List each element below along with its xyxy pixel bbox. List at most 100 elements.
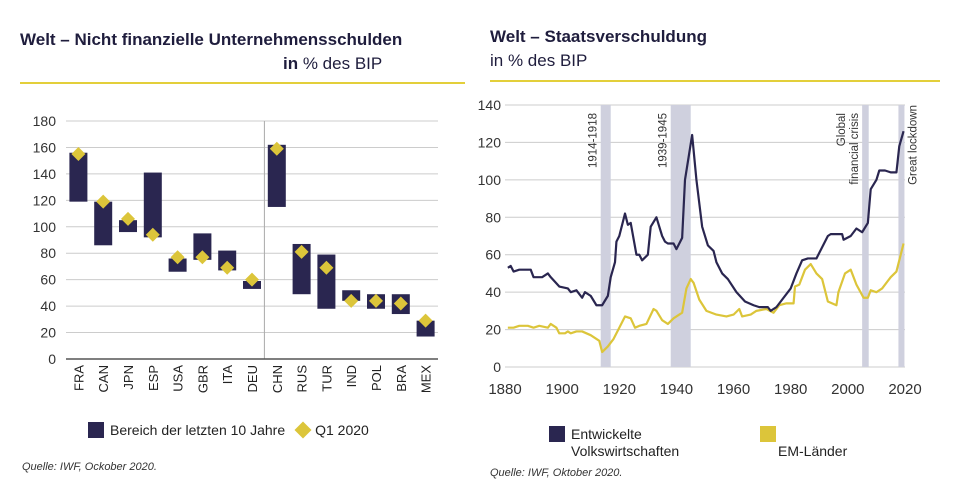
range-bar-JPN: [119, 220, 137, 233]
x-tick-label: 1880: [488, 381, 521, 398]
x-tick-label: FRA: [71, 365, 86, 391]
y-tick-label: 120: [33, 192, 57, 208]
shaded-band: [862, 105, 869, 367]
y-tick-label: 60: [40, 272, 56, 288]
x-tick-label: USA: [171, 365, 186, 392]
x-tick-label: 1940: [660, 381, 693, 398]
y-tick-label: 40: [485, 284, 501, 300]
legend-label-q1: Q1 2020: [315, 422, 369, 438]
q1-marker-TUR: [319, 260, 334, 275]
q1-marker-CHN: [269, 141, 284, 156]
right-subtitle-unit: % des BIP: [507, 51, 588, 70]
y-tick-label: 120: [478, 134, 502, 150]
x-tick-label: 1980: [774, 381, 807, 398]
x-tick-label: TUR: [319, 365, 334, 392]
q1-marker-DEU: [245, 272, 259, 287]
left-rule: [20, 82, 465, 84]
x-tick-label: 1960: [717, 381, 750, 398]
shaded-band: [898, 105, 905, 367]
y-tick-label: 40: [40, 298, 56, 314]
right-subtitle: in % des BIP: [490, 51, 587, 71]
range-bar-MEX: [416, 320, 435, 337]
y-tick-label: 100: [478, 172, 502, 188]
legend-label-em: EM-Länder: [778, 443, 848, 459]
q1-marker-JPN: [121, 211, 135, 226]
x-tick-label: JPN: [121, 365, 136, 390]
series-line-advanced: [507, 130, 905, 312]
y-tick-label: 100: [33, 219, 57, 235]
right-subtitle-pre: in: [490, 51, 504, 70]
shaded-band: [600, 105, 611, 367]
x-tick-label: IND: [344, 365, 359, 387]
band-label: 1914-1918: [588, 113, 600, 168]
legend-label-advanced: Entwickelte Volkswirtschaften: [571, 426, 680, 459]
right-chart: 0 20 40 60 80 100 120 140 1880 1900 1920 1940 1960 19…: [478, 97, 922, 398]
series-line-em: [507, 243, 905, 354]
q1-marker-ESP: [145, 227, 160, 242]
q1-marker-RUS: [294, 244, 309, 259]
x-tick-label: CHN: [270, 365, 285, 393]
right-legend-em: EM-Länder: [760, 426, 847, 459]
range-bar-RUS: [292, 243, 311, 295]
y-tick-label: 180: [33, 113, 57, 129]
q1-marker-FRA: [71, 147, 86, 162]
range-bar-GBR: [193, 233, 212, 260]
x-tick-label: 2000: [831, 381, 864, 398]
x-tick-label: ESP: [146, 365, 161, 391]
legend-label-range: Bereich der letzten 10 Jahre: [110, 422, 286, 438]
band-label: financial crisis: [849, 113, 861, 185]
range-bar-FRA: [69, 152, 88, 202]
left-subtitle-unit: % des BIP: [302, 54, 383, 73]
x-tick-label: 1900: [545, 381, 578, 398]
q1-marker-ITA: [220, 260, 235, 275]
range-bar-USA: [168, 258, 187, 272]
x-tick-label: 1920: [603, 381, 636, 398]
q1-marker-BRA: [393, 296, 408, 311]
x-tick-label: BRA: [394, 365, 409, 392]
q1-marker-IND: [344, 293, 359, 308]
y-tick-label: 20: [40, 325, 56, 341]
q1-marker-USA: [170, 250, 185, 265]
y-tick-label: 60: [485, 247, 501, 263]
q1-marker-CAN: [96, 194, 111, 209]
q1-marker-GBR: [195, 250, 210, 265]
range-bar-CAN: [94, 201, 113, 246]
right-title: Welt – Staatsverschuldung: [490, 27, 707, 46]
legend-swatch-em: [760, 426, 776, 442]
left-chart: 0 20 40 60 80 100 120 140 160 180 FRA CAN JPN ESP USA G…: [33, 113, 438, 393]
x-tick-label: RUS: [295, 365, 310, 393]
q1-marker-POL: [369, 293, 383, 308]
q1-marker-MEX: [418, 313, 433, 328]
x-tick-label: 2020: [888, 381, 921, 398]
range-bar-ESP: [143, 172, 162, 238]
left-title: Welt – Nicht finanzielle Unternehmenssch…: [20, 30, 403, 49]
y-tick-label: 80: [40, 245, 56, 261]
y-tick-label: 20: [485, 322, 501, 338]
right-rule: [490, 80, 940, 82]
left-subtitle: in % des BIP: [283, 54, 382, 74]
legend-swatch-range: [88, 422, 104, 438]
x-tick-label: POL: [369, 365, 384, 391]
band-label: Great lockdown: [907, 105, 919, 185]
x-tick-label: MEX: [419, 365, 434, 394]
y-tick-label: 140: [33, 166, 57, 182]
x-tick-label: DEU: [245, 365, 260, 392]
x-tick-label: ITA: [220, 365, 235, 385]
y-tick-label: 160: [33, 139, 57, 155]
left-subtitle-pre: in: [283, 54, 299, 73]
left-source: Quelle: IWF, Ockober 2020.: [22, 461, 157, 473]
shaded-band: [670, 105, 691, 367]
legend-swatch-q1: [294, 421, 312, 439]
y-tick-label: 0: [48, 351, 56, 367]
x-tick-label: CAN: [96, 365, 111, 392]
right-legend-advanced: Entwickelte Volkswirtschaften: [549, 426, 701, 460]
y-tick-label: 80: [485, 209, 501, 225]
right-source: Quelle: IWF, Oktober 2020.: [490, 467, 623, 479]
range-bar-CHN: [267, 144, 286, 207]
band-label: Global: [836, 113, 848, 146]
y-tick-label: 140: [478, 97, 502, 113]
x-tick-label: GBR: [195, 365, 210, 393]
legend-swatch-advanced: [549, 426, 565, 442]
y-tick-label: 0: [493, 359, 501, 375]
